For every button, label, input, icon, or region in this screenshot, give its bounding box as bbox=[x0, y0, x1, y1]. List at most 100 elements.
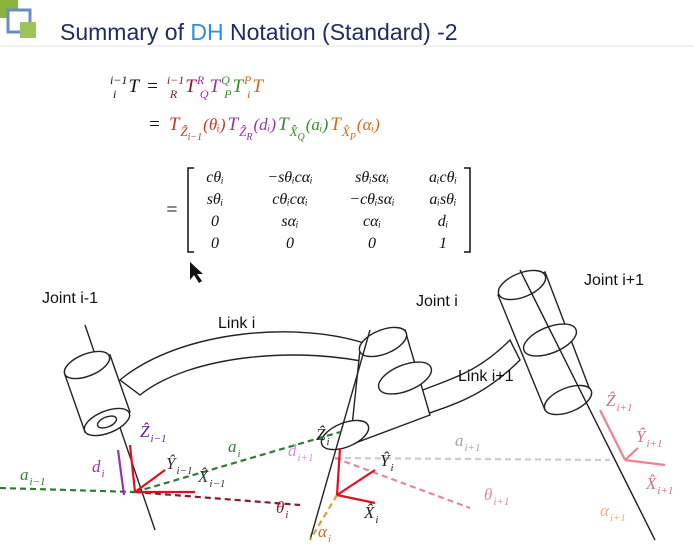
matrix-cell: sθᵢ bbox=[207, 191, 224, 208]
matrix-cell: cαᵢ bbox=[363, 213, 381, 230]
sub-sub: P bbox=[349, 132, 356, 143]
symbol: d bbox=[288, 441, 297, 460]
pre-sup: P bbox=[243, 73, 252, 87]
robot-arm bbox=[63, 269, 656, 541]
term: T bbox=[228, 114, 240, 135]
eq-term: i−1i T bbox=[110, 73, 140, 101]
diagram-labels: Joint i-1 Joint i Joint i+1 Link i Link i+1 a… bbox=[20, 272, 673, 545]
symbol-sub: i bbox=[390, 462, 393, 474]
pre-sup: i−1 bbox=[110, 73, 127, 87]
matrix-brackets bbox=[187, 167, 471, 253]
symbol-sub: i+1 bbox=[298, 452, 314, 464]
pre-sup: R bbox=[196, 73, 205, 87]
matrix-cell: cθᵢcαᵢ bbox=[272, 191, 308, 208]
pre-sub: P bbox=[223, 87, 232, 101]
matrix-cell: sθᵢsαᵢ bbox=[355, 169, 389, 186]
symbol-sub: i−1 bbox=[30, 476, 46, 488]
symbol: Ẑ bbox=[316, 425, 326, 444]
term: T bbox=[252, 76, 264, 97]
sub: Ẑ bbox=[239, 124, 247, 139]
matrix-cell: 0 bbox=[211, 213, 219, 230]
symbol-sub: i bbox=[375, 514, 378, 526]
symbol: d bbox=[92, 457, 101, 476]
symbol: Ŷ bbox=[166, 454, 177, 473]
term: = bbox=[148, 114, 161, 135]
symbol: a bbox=[455, 431, 464, 450]
pre-sub: i bbox=[113, 87, 116, 101]
term: T bbox=[128, 76, 140, 97]
eq-term: T X̂ Q(aᵢ) bbox=[278, 114, 329, 143]
symbol: Ŷ bbox=[636, 427, 647, 446]
symbol-sub: i−1 bbox=[176, 465, 192, 477]
diagram-label: Joint i+1 bbox=[584, 272, 644, 289]
symbol: θ bbox=[276, 498, 284, 517]
term: T bbox=[185, 76, 197, 97]
symbol-sub: i bbox=[102, 468, 105, 480]
title-part: Notation (Standard) -2 bbox=[224, 19, 458, 45]
term: = bbox=[146, 76, 159, 97]
symbol: Ẑ bbox=[140, 422, 150, 441]
matrix-cell: 0 bbox=[286, 235, 294, 252]
sub-sub: Q bbox=[298, 132, 306, 143]
arg: (θᵢ) bbox=[203, 115, 226, 134]
diagram-label: Link i+1 bbox=[458, 368, 514, 385]
title-part: DH bbox=[190, 19, 223, 45]
sub: X̂ bbox=[289, 124, 299, 139]
matrix-cell: 0 bbox=[211, 235, 219, 252]
symbol-sub: i+1 bbox=[465, 442, 481, 454]
pre-sup: i−1 bbox=[167, 73, 184, 87]
symbol: a bbox=[228, 437, 237, 456]
symbol: X̂ bbox=[645, 474, 657, 493]
sub: X̂ bbox=[341, 124, 351, 139]
diagram-label: Joint i bbox=[416, 293, 458, 310]
frames bbox=[0, 409, 666, 541]
matrix-cell: 0 bbox=[368, 235, 376, 252]
cursor bbox=[190, 262, 203, 283]
symbol-sub: i bbox=[238, 448, 241, 460]
arg: (dᵢ) bbox=[253, 115, 276, 134]
symbol-sub: i bbox=[326, 436, 329, 448]
term: T bbox=[210, 76, 222, 97]
eq-term: i−1R T bbox=[167, 73, 197, 101]
title: Summary of DH Notation (Standard) -2 bbox=[60, 19, 458, 45]
sub-sub: R bbox=[245, 132, 252, 143]
term: T bbox=[330, 114, 342, 135]
corner-decor bbox=[0, 0, 694, 47]
eq-term: T X̂ P(αᵢ) bbox=[330, 114, 380, 143]
sub: Ẑ bbox=[180, 124, 188, 139]
symbol-sub: i bbox=[328, 533, 331, 545]
symbol-sub: i+1 bbox=[616, 402, 632, 414]
pre-sup: Q bbox=[221, 73, 230, 87]
matrix-cell: dᵢ bbox=[438, 213, 449, 230]
eq-term: RQ T bbox=[196, 73, 222, 101]
symbol: X̂ bbox=[363, 503, 375, 522]
symbol: Ẑ bbox=[606, 391, 616, 410]
term: T bbox=[278, 114, 290, 135]
symbol: α bbox=[318, 522, 328, 541]
matrix-cell: −sθᵢcαᵢ bbox=[267, 169, 312, 186]
matrix-cell: sαᵢ bbox=[281, 213, 298, 230]
eq-term: QP T bbox=[221, 73, 244, 101]
symbol: a bbox=[20, 465, 29, 484]
pre-sub: Q bbox=[200, 87, 209, 101]
matrix-cell: 1 bbox=[439, 235, 447, 252]
symbol: X̂ bbox=[197, 467, 209, 486]
symbol-sub: i+1 bbox=[493, 496, 509, 508]
diagram-label: Joint i-1 bbox=[42, 290, 98, 307]
term: T bbox=[169, 114, 181, 135]
symbol-sub: i+1 bbox=[646, 438, 662, 450]
eq-term: Pi T bbox=[243, 73, 264, 101]
symbol-sub: i+1 bbox=[657, 485, 673, 497]
term: T bbox=[232, 76, 244, 97]
matrix-cell: cθᵢ bbox=[206, 169, 224, 186]
arg: (αᵢ) bbox=[357, 115, 380, 134]
symbol-sub: i−1 bbox=[209, 478, 225, 490]
sub-sub: i−1 bbox=[188, 132, 203, 143]
arg: (aᵢ) bbox=[306, 115, 329, 134]
pre-sub: R bbox=[169, 87, 178, 101]
symbol: θ bbox=[484, 485, 492, 504]
symbol: α bbox=[600, 501, 610, 520]
matrix-cell: −cθᵢsαᵢ bbox=[349, 191, 394, 208]
